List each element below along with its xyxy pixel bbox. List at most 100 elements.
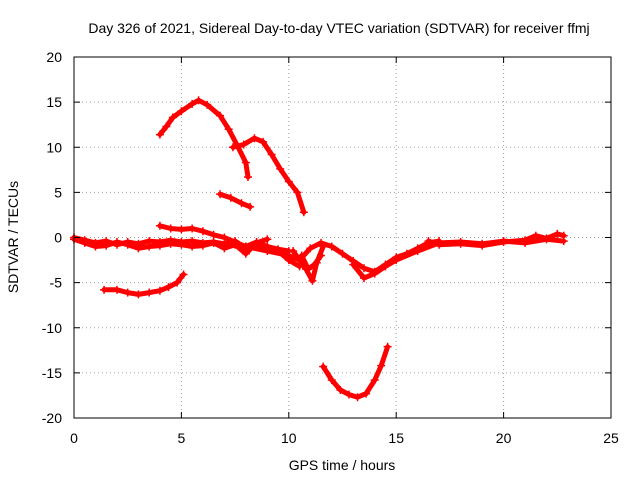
data-point [209, 238, 218, 247]
data-point [241, 249, 250, 258]
data-point [424, 237, 433, 246]
data-point [241, 242, 250, 251]
data-point [542, 234, 551, 243]
y-tick-label: 20 [46, 49, 62, 65]
x-axis-label: GPS time / hours [289, 457, 396, 473]
series-arc-negative-deep [320, 344, 391, 400]
data-point [259, 137, 268, 146]
data-point [336, 386, 345, 395]
data-point [359, 274, 368, 283]
data-point [100, 285, 109, 294]
data-point [155, 221, 164, 230]
data-point [155, 241, 164, 250]
data-point [319, 242, 328, 251]
data-point [559, 231, 568, 240]
data-point [102, 241, 111, 250]
y-axis-label: SDTVAR / TECUs [5, 181, 21, 293]
data-point [299, 208, 308, 217]
data-point [134, 290, 143, 299]
series-arc-small-positive [217, 191, 253, 210]
data-point [162, 122, 171, 131]
data-point [164, 283, 173, 292]
data-point [145, 288, 154, 297]
data-point [349, 260, 358, 269]
data-point [80, 238, 89, 247]
data-point [112, 285, 121, 294]
data-point [521, 236, 530, 245]
data-point [243, 173, 252, 182]
data-point [478, 241, 487, 250]
x-tick-label: 25 [603, 430, 619, 446]
x-ticks: 0 5 10 15 20 25 [70, 57, 619, 446]
data-point [173, 278, 182, 287]
data-point [134, 244, 143, 253]
series-arc-negative-left [101, 272, 186, 297]
data-point [224, 125, 233, 134]
data-point [381, 262, 390, 271]
data-point [166, 239, 175, 248]
data-point [239, 140, 248, 149]
y-tick-label: -20 [42, 410, 62, 426]
data-point [383, 342, 392, 351]
data-point [293, 188, 302, 197]
data-point [456, 239, 465, 248]
data-point [198, 227, 207, 236]
data-point [194, 96, 203, 105]
data-point [155, 286, 164, 295]
data-point [276, 164, 285, 173]
data-point [177, 107, 186, 116]
data-point [308, 276, 317, 285]
data-point [166, 224, 175, 233]
data-point [317, 251, 326, 260]
data-point [91, 242, 100, 251]
series-arc-positive-peak [157, 97, 251, 180]
data-point [370, 376, 379, 385]
data-point [177, 225, 186, 234]
data-point [327, 376, 336, 385]
data-point [310, 260, 319, 269]
data-point [267, 150, 276, 159]
data-point [188, 242, 197, 251]
data-point [216, 190, 225, 199]
data-point [220, 244, 229, 253]
data-point [263, 235, 272, 244]
x-tick-label: 5 [178, 430, 186, 446]
data-point [246, 202, 255, 211]
data-point [216, 111, 225, 120]
data-point [531, 231, 540, 240]
data-point [359, 264, 368, 273]
data-point [263, 247, 272, 256]
x-tick-label: 15 [388, 430, 404, 446]
data-point [220, 233, 229, 242]
data-point [155, 130, 164, 139]
series-arc-positive-second [230, 135, 307, 215]
x-tick-label: 0 [70, 430, 78, 446]
y-tick-label: 5 [54, 184, 62, 200]
data-point [344, 390, 353, 399]
data-point [237, 199, 246, 208]
grid-lines [74, 57, 611, 418]
data-point [123, 240, 132, 249]
chart-title: Day 326 of 2021, Sidereal Day-to-day VTE… [88, 20, 589, 36]
series-arc-drop-b [299, 253, 324, 272]
y-ticks: -20 -15 -10 -5 0 5 10 15 20 [42, 49, 611, 426]
data-point [177, 240, 186, 249]
x-tick-label: 20 [496, 430, 512, 446]
data-point [353, 393, 362, 402]
data-point [435, 240, 444, 249]
data-point [327, 242, 336, 251]
y-tick-label: 10 [46, 139, 62, 155]
data-point [231, 238, 240, 247]
data-point [499, 238, 508, 247]
data-point [145, 242, 154, 251]
data-point [179, 270, 188, 279]
series-group [70, 96, 568, 402]
data-point [377, 361, 386, 370]
data-point [112, 238, 121, 247]
y-tick-label: -15 [42, 365, 62, 381]
data-point [297, 251, 306, 260]
data-point [198, 241, 207, 250]
data-point [306, 244, 315, 253]
data-point [241, 158, 250, 167]
data-point [370, 269, 379, 278]
